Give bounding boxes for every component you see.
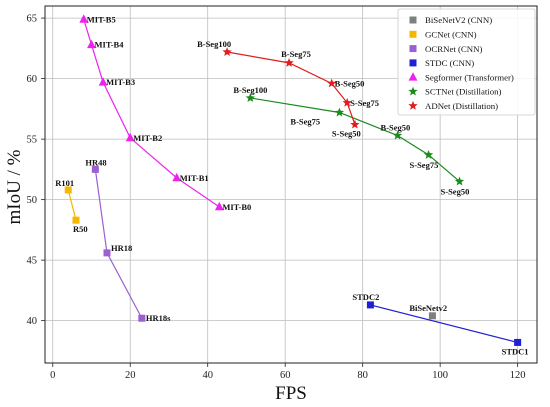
data-point-label: MIT-B2 bbox=[133, 133, 162, 143]
data-point-label: B-Seg50 bbox=[381, 122, 411, 132]
data-point-label: MIT-B5 bbox=[87, 14, 116, 24]
series-line bbox=[83, 19, 220, 208]
data-point-marker bbox=[423, 149, 434, 159]
data-point-marker bbox=[245, 93, 255, 102]
data-point-marker bbox=[284, 57, 294, 67]
data-point-label: B-Seg75 bbox=[281, 49, 311, 59]
y-tick-label: 45 bbox=[27, 256, 38, 267]
data-point-marker bbox=[172, 172, 182, 182]
x-tick-label: 20 bbox=[125, 370, 136, 381]
point-labels: BiSeNetv2 R101 R50 HR48 HR18 HR18s STDC2 STDC1 M… bbox=[55, 14, 528, 356]
legend-entry: GCNet (CNN) bbox=[425, 30, 477, 40]
data-point-marker bbox=[138, 314, 146, 322]
legend-entry: BiSeNetV2 (CNN) bbox=[425, 15, 492, 25]
legend-entry: Segformer (Transformer) bbox=[425, 72, 514, 82]
data-point-marker bbox=[91, 165, 99, 173]
y-tick-label: 50 bbox=[27, 195, 38, 206]
x-tick-label: 40 bbox=[202, 370, 213, 381]
legend-marker bbox=[408, 72, 418, 81]
data-point-label: STDC2 bbox=[352, 292, 379, 302]
x-tick-label: 120 bbox=[510, 370, 526, 381]
data-point-marker bbox=[125, 132, 135, 142]
data-point-label: HR48 bbox=[85, 157, 106, 167]
data-point-marker bbox=[98, 77, 108, 86]
data-point-label: MIT-B0 bbox=[222, 202, 251, 212]
data-point-label: B-Seg100 bbox=[233, 85, 267, 95]
data-point-label: S-Seg50 bbox=[332, 129, 361, 139]
y-tick-label: 40 bbox=[27, 316, 38, 327]
y-axis-title: mIoU / % bbox=[4, 149, 25, 224]
data-point-marker bbox=[454, 176, 465, 186]
legend-marker bbox=[408, 100, 418, 110]
data-point-label: BiSeNetv2 bbox=[409, 303, 447, 313]
x-axis-title: FPS bbox=[275, 383, 307, 404]
data-point-label: S-Seg50 bbox=[441, 186, 470, 196]
y-tick-label: 60 bbox=[27, 74, 38, 85]
data-point-label: S-Seg75 bbox=[410, 160, 439, 170]
data-point-label: R50 bbox=[73, 224, 88, 234]
series-line bbox=[67, 189, 77, 221]
legend-marker bbox=[409, 45, 417, 53]
legend-marker bbox=[409, 59, 417, 67]
series-line bbox=[370, 304, 518, 344]
data-point-label: HR18s bbox=[146, 313, 171, 323]
series-markers bbox=[64, 14, 522, 346]
data-point-marker bbox=[214, 201, 224, 211]
data-point-marker bbox=[103, 249, 111, 257]
x-axis-ticks: 0 20 40 60 80 100 120 bbox=[50, 363, 526, 381]
data-point-marker bbox=[87, 39, 96, 49]
x-tick-label: 0 bbox=[50, 370, 55, 381]
data-point-label: MIT-B4 bbox=[94, 40, 124, 50]
data-point-label: R101 bbox=[55, 178, 74, 188]
legend-marker bbox=[409, 16, 417, 24]
x-tick-label: 80 bbox=[357, 370, 368, 381]
y-tick-label: 55 bbox=[27, 135, 38, 146]
data-point-label: STDC1 bbox=[502, 346, 529, 356]
legend-entry: SCTNet (Distillation) bbox=[425, 87, 502, 97]
legend-entry: ADNet (Distillation) bbox=[425, 101, 498, 111]
x-tick-label: 100 bbox=[432, 370, 448, 381]
legend-box bbox=[397, 8, 536, 116]
data-point-marker bbox=[366, 301, 374, 309]
y-tick-label: 65 bbox=[27, 14, 38, 25]
plot-frame bbox=[44, 5, 538, 364]
legend-entry: STDC (CNN) bbox=[425, 58, 474, 68]
data-point-marker bbox=[327, 78, 337, 88]
data-point-marker bbox=[350, 119, 360, 129]
data-point-marker bbox=[392, 130, 403, 140]
data-point-marker bbox=[222, 47, 232, 56]
data-point-label: MIT-B3 bbox=[106, 77, 135, 87]
y-axis-ticks: 40 45 50 55 60 65 bbox=[27, 14, 45, 327]
data-point-marker bbox=[428, 312, 436, 320]
x-tick-label: 60 bbox=[280, 370, 291, 381]
data-point-marker bbox=[334, 107, 345, 117]
data-point-label: S-Seg75 bbox=[350, 98, 379, 108]
legend: BiSeNetV2 (CNN) GCNet (CNN) OCRNet (CNN) ST… bbox=[397, 8, 536, 116]
legend-marker bbox=[408, 86, 418, 96]
data-point-label: B-Seg50 bbox=[335, 78, 365, 88]
data-point-marker bbox=[64, 186, 72, 194]
data-point-label: B-Seg75 bbox=[290, 116, 320, 126]
data-point-label: MIT-B1 bbox=[180, 173, 209, 183]
data-point-marker bbox=[79, 14, 89, 23]
legend-entry: OCRNet (CNN) bbox=[425, 44, 482, 54]
legend-marker bbox=[409, 30, 417, 38]
data-point-marker bbox=[72, 216, 80, 224]
data-point-label: B-Seg100 bbox=[197, 39, 231, 49]
data-point-label: HR18 bbox=[111, 243, 132, 253]
data-point-marker bbox=[342, 97, 352, 107]
data-point-marker bbox=[514, 338, 522, 346]
